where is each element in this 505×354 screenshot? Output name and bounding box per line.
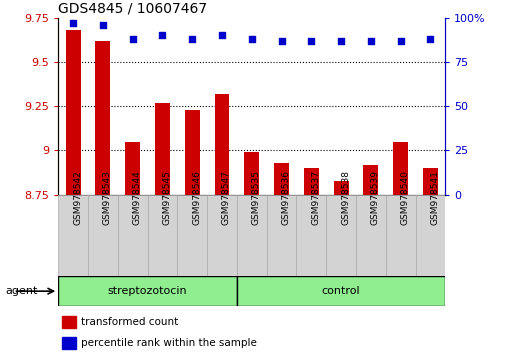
- Bar: [303, 168, 318, 195]
- Bar: [66, 30, 80, 195]
- Text: transformed count: transformed count: [81, 317, 178, 327]
- Text: control: control: [321, 286, 360, 296]
- Point: [98, 22, 107, 28]
- Text: agent: agent: [5, 286, 37, 296]
- Bar: [236, 276, 444, 306]
- Bar: [296, 195, 326, 276]
- Bar: [244, 152, 259, 195]
- Point: [128, 36, 136, 42]
- Text: streptozotocin: streptozotocin: [108, 286, 187, 296]
- Bar: [214, 94, 229, 195]
- Bar: [236, 195, 266, 276]
- Bar: [118, 195, 147, 276]
- Point: [218, 33, 226, 38]
- Text: GSM978537: GSM978537: [311, 170, 320, 225]
- Bar: [207, 195, 236, 276]
- Point: [307, 38, 315, 44]
- Bar: [415, 195, 444, 276]
- Point: [336, 38, 344, 44]
- Text: GSM978536: GSM978536: [281, 170, 290, 225]
- Bar: [326, 195, 355, 276]
- Bar: [58, 195, 88, 276]
- Bar: [147, 195, 177, 276]
- Text: GSM978535: GSM978535: [251, 170, 260, 225]
- Bar: [58, 276, 236, 306]
- Text: GSM978542: GSM978542: [73, 170, 82, 224]
- Text: GSM978546: GSM978546: [192, 170, 201, 224]
- Bar: [62, 316, 75, 328]
- Point: [396, 38, 404, 44]
- Bar: [392, 142, 407, 195]
- Text: percentile rank within the sample: percentile rank within the sample: [81, 338, 257, 348]
- Point: [426, 36, 434, 42]
- Point: [247, 36, 256, 42]
- Text: GSM978538: GSM978538: [340, 170, 349, 225]
- Text: GSM978545: GSM978545: [162, 170, 171, 224]
- Point: [188, 36, 196, 42]
- Bar: [355, 195, 385, 276]
- Bar: [125, 142, 140, 195]
- Point: [158, 33, 166, 38]
- Point: [366, 38, 374, 44]
- Bar: [363, 165, 378, 195]
- Point: [69, 20, 77, 26]
- Bar: [155, 103, 170, 195]
- Bar: [88, 195, 118, 276]
- Bar: [333, 181, 348, 195]
- Bar: [177, 195, 207, 276]
- Text: GSM978547: GSM978547: [222, 170, 230, 224]
- Text: GDS4845 / 10607467: GDS4845 / 10607467: [58, 1, 207, 15]
- Bar: [385, 195, 415, 276]
- Text: GSM978539: GSM978539: [370, 170, 379, 225]
- Point: [277, 38, 285, 44]
- Bar: [274, 163, 288, 195]
- Text: GSM978541: GSM978541: [430, 170, 438, 224]
- Bar: [62, 337, 75, 349]
- Bar: [266, 195, 296, 276]
- Text: GSM978540: GSM978540: [400, 170, 409, 224]
- Bar: [95, 41, 110, 195]
- Text: GSM978543: GSM978543: [103, 170, 112, 224]
- Bar: [184, 110, 199, 195]
- Bar: [422, 168, 437, 195]
- Text: GSM978544: GSM978544: [132, 170, 141, 224]
